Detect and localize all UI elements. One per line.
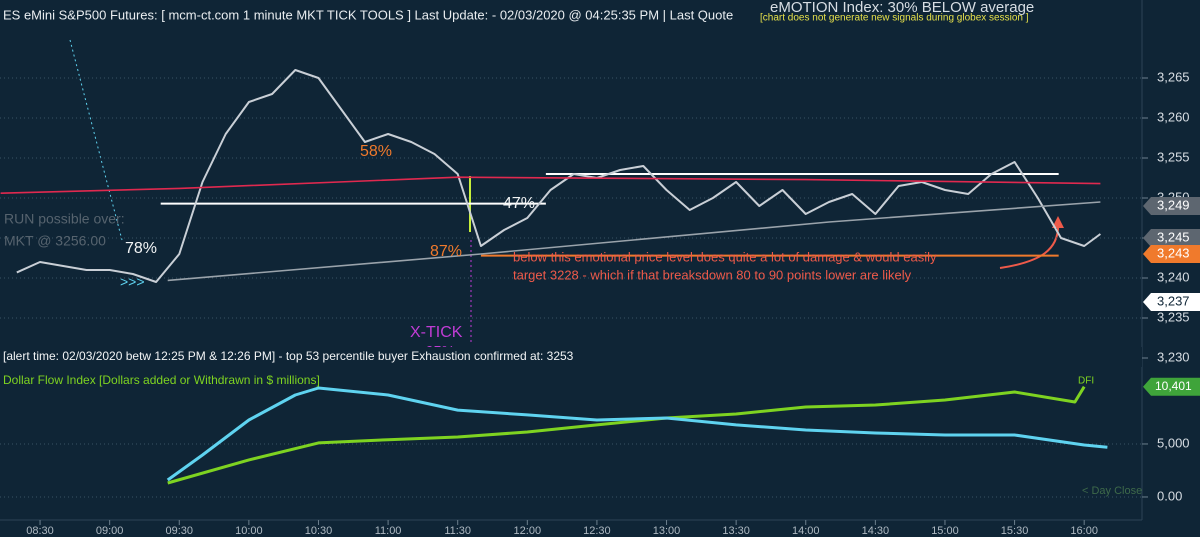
price-box	[1143, 293, 1200, 311]
annotation: MKT @ 3256.00	[4, 233, 106, 249]
price-box-label: 3,245	[1157, 229, 1190, 244]
annotation: 87%	[430, 243, 462, 260]
arrow-head	[1052, 216, 1064, 228]
price-box-label: 3,249	[1157, 197, 1190, 212]
x-tick-label: 14:00	[792, 525, 820, 537]
x-tick-label: 15:00	[931, 525, 959, 537]
annotation: 47%	[503, 195, 535, 212]
x-tick-label: 11:00	[375, 525, 402, 537]
last-value-box	[1143, 377, 1200, 396]
y-tick-label: 0.00	[1157, 488, 1182, 503]
x-tick-label: 12:30	[583, 525, 611, 537]
y-tick-label: 3,260	[1157, 109, 1190, 124]
annotation: 78%	[125, 240, 157, 257]
price-box-label: 3,243	[1157, 245, 1190, 260]
annotation: < Day Close	[1082, 485, 1142, 497]
panel-title: Dollar Flow Index [Dollars added or With…	[3, 373, 320, 387]
price-box-label: 3,237	[1157, 293, 1190, 308]
y-tick-label: 3,265	[1157, 69, 1190, 84]
series-line	[166, 386, 1108, 482]
subtitle: eMOTION Index: 30% BELOW average	[770, 0, 1034, 16]
annotation: 58%	[360, 143, 392, 160]
annotation: X-TICK	[410, 324, 463, 341]
alert-text: [alert time: 02/03/2020 betw 12:25 PM & …	[3, 349, 574, 363]
y-tick-label: 3,255	[1157, 149, 1190, 164]
alert-background	[0, 347, 1142, 367]
x-tick-label: 13:30	[722, 525, 750, 537]
y-tick-label: 3,235	[1157, 309, 1190, 324]
price-box	[1143, 245, 1200, 263]
y-tick-label: 3,240	[1157, 269, 1190, 284]
x-tick-label: 08:30	[26, 525, 54, 537]
series-line	[167, 201, 1101, 282]
x-tick-label: 12:00	[514, 525, 542, 537]
last-value-label: 10,401	[1155, 379, 1192, 393]
x-tick-label: 13:00	[653, 525, 681, 537]
x-tick-label: 10:30	[305, 525, 333, 537]
price-box	[1143, 197, 1200, 215]
annotation: RUN possible over:	[4, 211, 125, 227]
x-tick-label: 09:30	[165, 525, 193, 537]
x-tick-label: 15:30	[1001, 525, 1029, 537]
annotation: below this emotional price level does qu…	[513, 249, 937, 264]
arrow	[999, 221, 1060, 269]
annotation: target 3228 - which if that breaksdown 8…	[513, 267, 912, 282]
annotation: >>>	[120, 274, 145, 290]
y-tick-label: 5,000	[1157, 435, 1190, 450]
series-line	[16, 69, 1101, 283]
x-tick-label: 11:30	[444, 525, 471, 537]
price-box	[1143, 229, 1200, 247]
series-line	[0, 176, 1101, 194]
x-tick-label: 10:00	[235, 525, 263, 537]
annotation: DFI	[1078, 376, 1094, 387]
x-tick-label: 16:00	[1070, 525, 1098, 537]
x-tick-label: 09:00	[96, 525, 124, 537]
chart-title: ES eMini S&P500 Futures: [ mcm-ct.com 1 …	[3, 7, 733, 22]
y-tick-label: 3,230	[1157, 349, 1190, 364]
x-tick-label: 14:30	[862, 525, 890, 537]
note: [chart does not generate new signals dur…	[760, 13, 1029, 24]
